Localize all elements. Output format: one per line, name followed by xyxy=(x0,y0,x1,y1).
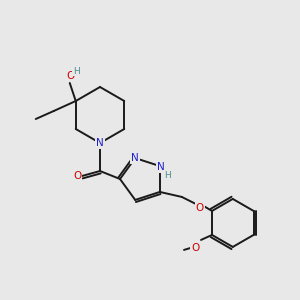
Text: O: O xyxy=(73,171,81,181)
Text: N: N xyxy=(131,153,139,163)
Text: O: O xyxy=(191,243,199,253)
Text: N: N xyxy=(96,138,104,148)
Text: H: H xyxy=(164,171,171,180)
Text: N: N xyxy=(157,162,165,172)
Text: O: O xyxy=(67,71,75,81)
Text: H: H xyxy=(74,67,80,76)
Text: O: O xyxy=(196,203,204,213)
